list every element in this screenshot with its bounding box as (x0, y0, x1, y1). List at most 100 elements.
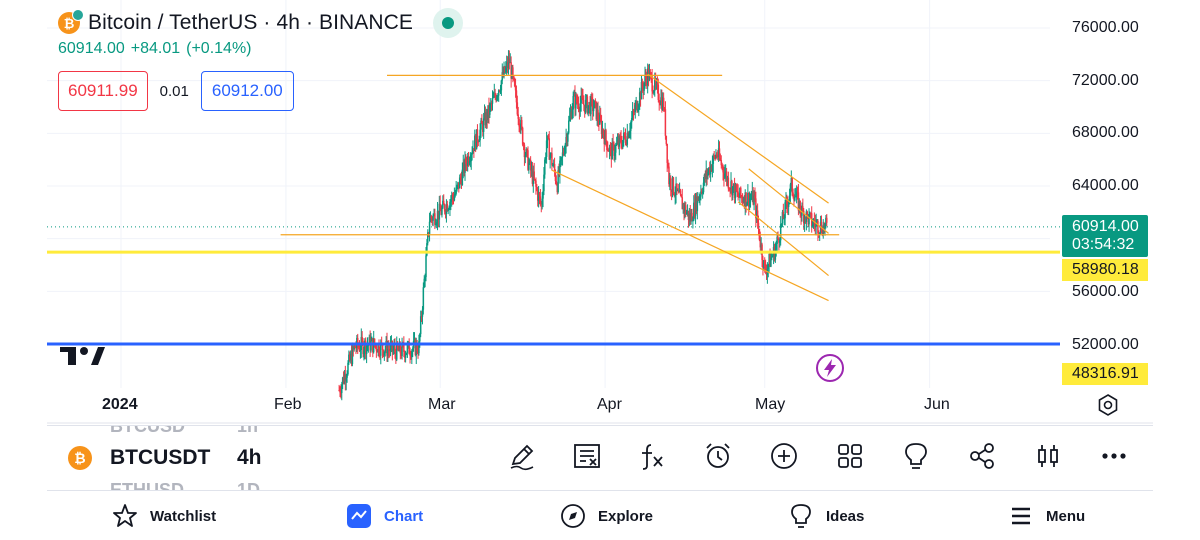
candle-body (617, 140, 620, 147)
candle-body (370, 341, 372, 351)
tradingview-logo-icon[interactable] (60, 343, 108, 367)
trend-line[interactable] (551, 169, 829, 302)
candle-body (653, 91, 655, 93)
symbol-bar[interactable]: BTCUSD 1h ₿ BTCUSDT 4h ETHUSD 1D (47, 425, 1153, 491)
nav-ideas[interactable]: Ideas (788, 503, 864, 529)
nav-explore[interactable]: Explore (560, 503, 653, 529)
candle-body (629, 130, 631, 134)
current-price-value: 60914.00 (1072, 218, 1139, 235)
candle-body (818, 232, 821, 234)
candle-body (452, 197, 455, 201)
candle-body (600, 120, 603, 134)
candle-body (790, 177, 793, 185)
candle-body (741, 197, 744, 202)
candle-body (778, 238, 780, 243)
nav-ideas-label: Ideas (826, 507, 865, 525)
candle-body (458, 182, 460, 189)
candle-body (577, 103, 580, 110)
nav-watchlist[interactable]: Watchlist (112, 503, 216, 529)
candle-body (339, 390, 341, 393)
settings-icon[interactable] (1096, 393, 1120, 417)
alarm-icon[interactable] (701, 439, 735, 473)
candle-body (699, 196, 701, 198)
candle-body (603, 135, 605, 145)
candle-body (416, 343, 418, 352)
chart-legend[interactable]: ₿ Bitcoin / TetherUS · 4h · BINANCE 6091… (58, 8, 464, 58)
prev-symbol[interactable]: BTCUSD (110, 425, 185, 436)
symbol-title[interactable]: Bitcoin / TetherUS · 4h · BINANCE (88, 11, 414, 34)
candle-body (367, 345, 370, 347)
next-symbol[interactable]: ETHUSD (110, 480, 185, 491)
level-price-tag[interactable]: 58980.18 (1062, 259, 1148, 281)
sell-button[interactable]: 60911.99 (58, 71, 148, 111)
candle-body (420, 316, 423, 318)
pen-icon[interactable] (505, 439, 539, 473)
candle-body (781, 211, 784, 224)
candle-body (823, 224, 825, 230)
level-price-tag[interactable]: 48316.91 (1062, 363, 1148, 385)
candle-body (736, 191, 738, 193)
candle-body (578, 109, 581, 112)
candle-body (566, 137, 568, 142)
nav-chart[interactable]: Chart (346, 503, 423, 529)
market-status-icon[interactable] (433, 8, 464, 38)
candle-body (443, 204, 446, 212)
grid-icon[interactable] (833, 439, 867, 473)
candle-body (558, 170, 560, 175)
share-icon[interactable] (965, 439, 999, 473)
candle-body (774, 249, 777, 260)
candle-body (410, 355, 412, 358)
candle-body (477, 141, 480, 143)
more-icon[interactable] (1097, 439, 1131, 473)
candle-body (707, 171, 709, 177)
candle-body (551, 153, 553, 166)
candle-body (346, 374, 348, 378)
timeframe-selector[interactable]: 4h (237, 446, 262, 469)
trend-line[interactable] (647, 73, 829, 204)
nav-menu[interactable]: Menu (1008, 503, 1085, 529)
candle-body (728, 188, 731, 190)
candle-body (429, 216, 432, 222)
candle-body (515, 90, 518, 103)
chart-area[interactable]: ₿ Bitcoin / TetherUS · 4h · BINANCE 6091… (0, 0, 1200, 425)
candle-body (685, 212, 688, 215)
plus-circle-icon[interactable] (767, 439, 801, 473)
candle-body (371, 338, 373, 342)
candle-body (499, 90, 502, 92)
trend-line[interactable] (748, 168, 829, 234)
candle-body (740, 187, 742, 197)
candle-body (383, 351, 386, 356)
candle-body (472, 148, 474, 153)
symbol-selector[interactable]: BTCUSDT (110, 446, 211, 469)
candle-body (703, 174, 706, 183)
candle-body (437, 210, 440, 220)
prev-timeframe[interactable]: 1h (237, 425, 259, 436)
fx-icon[interactable] (635, 439, 669, 473)
trend-line[interactable] (737, 201, 829, 276)
candle-body (671, 177, 674, 193)
candle-body (467, 156, 470, 164)
candle-body (689, 213, 691, 222)
candles-icon[interactable] (1031, 439, 1065, 473)
candle-body (670, 189, 673, 193)
candle-body (534, 179, 536, 181)
note-icon[interactable] (570, 439, 604, 473)
candle-body (763, 260, 765, 268)
bulb-icon[interactable] (899, 439, 933, 473)
next-timeframe[interactable]: 1D (237, 480, 261, 491)
candle-body (485, 111, 488, 126)
candle-body (478, 140, 480, 142)
candle-body (403, 351, 406, 358)
candle-body (529, 159, 531, 164)
buy-button[interactable]: 60912.00 (200, 71, 294, 111)
chart-canvas[interactable] (0, 0, 1200, 425)
candle-body (399, 342, 402, 354)
candle-body (809, 212, 811, 214)
current-price-tag[interactable]: 60914.00 03:54:32 (1062, 215, 1148, 257)
candle-body (580, 95, 582, 104)
candle-body (812, 220, 815, 225)
candle-body (589, 102, 591, 115)
candle-body (654, 78, 657, 85)
candle-body (414, 339, 417, 356)
lightning-icon[interactable] (815, 353, 845, 383)
